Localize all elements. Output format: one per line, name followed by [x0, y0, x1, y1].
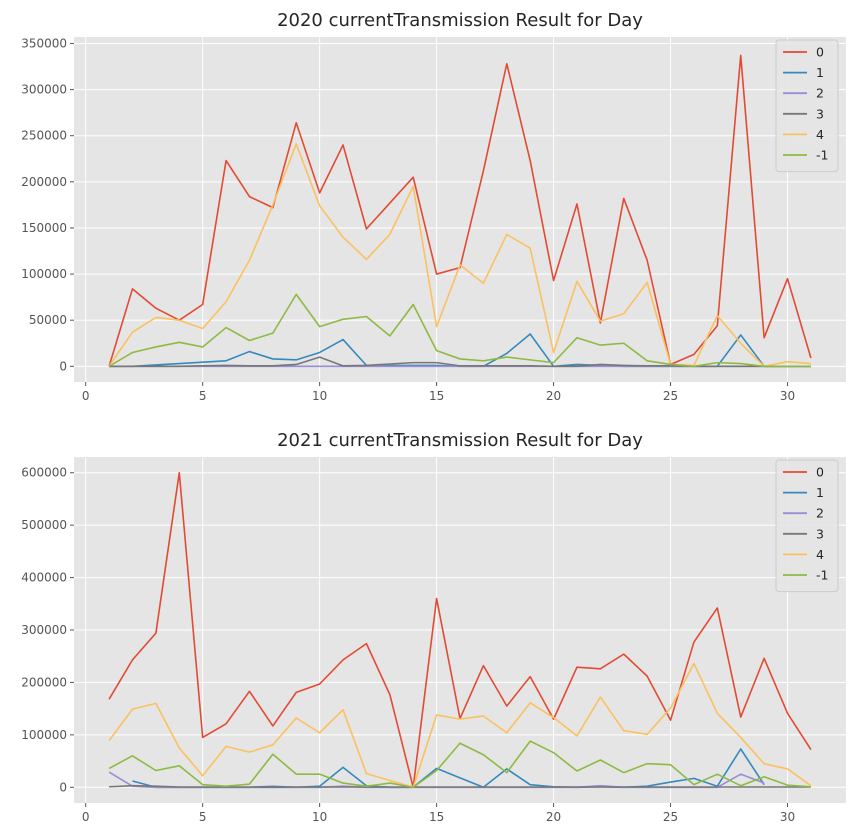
series-line-4: [108, 662, 812, 789]
y-tick-label: 50000: [29, 313, 67, 327]
y-tick-label: 250000: [21, 129, 67, 143]
y-tick-label: 500000: [21, 518, 67, 532]
legend: 0 1 2 3 4 -1: [775, 459, 839, 593]
chart-title: 2021 currentTransmission Result for Day: [277, 430, 643, 451]
legend-label-0: 0: [816, 45, 824, 60]
legend-label-3: 3: [816, 106, 824, 121]
y-tick-label: 0: [59, 359, 67, 373]
series-line-0: [108, 54, 812, 367]
x-tick-label: 15: [429, 810, 444, 824]
legend-label--1: -1: [816, 148, 828, 163]
series-line--1: [108, 293, 811, 368]
y-tick-label: 100000: [21, 267, 67, 281]
legend-label-0: 0: [816, 465, 824, 480]
legend-box: [775, 39, 839, 173]
series-line--1: [108, 740, 811, 789]
y-tick-label: 300000: [21, 83, 67, 97]
y-tick-label: 200000: [21, 675, 67, 689]
x-tick-label: 25: [663, 389, 678, 403]
x-tick-label: 15: [429, 389, 444, 403]
legend-label-4: 4: [816, 127, 824, 142]
chart-2020: 2020 currentTransmission Result for Day …: [21, 10, 846, 403]
x-tick-label: 20: [546, 810, 561, 824]
x-tick-label: 30: [780, 810, 795, 824]
y-tick-label: 100000: [21, 728, 67, 742]
y-tick-label: 600000: [21, 466, 67, 480]
x-tick-label: 10: [312, 810, 327, 824]
legend-label-2: 2: [816, 86, 824, 101]
legend-box: [775, 459, 839, 593]
y-tick-label: 200000: [21, 175, 67, 189]
y-tick-label: 0: [59, 780, 67, 794]
x-tick-label: 5: [199, 389, 207, 403]
x-tick-label: 10: [312, 389, 327, 403]
y-tick-label: 300000: [21, 623, 67, 637]
x-tick-label: 25: [663, 810, 678, 824]
series-line-4: [108, 143, 811, 368]
x-tick-label: 0: [82, 389, 90, 403]
legend: 0 1 2 3 4 -1: [775, 39, 839, 173]
chart-2021: 2021 currentTransmission Result for Day …: [21, 430, 846, 824]
x-tick-label: 30: [780, 389, 795, 403]
legend-label-2: 2: [816, 506, 824, 521]
legend-label--1: -1: [816, 568, 828, 583]
legend-label-1: 1: [816, 485, 824, 500]
legend-label-4: 4: [816, 547, 824, 562]
y-tick-label: 150000: [21, 221, 67, 235]
legend-label-1: 1: [816, 65, 824, 80]
x-tick-label: 5: [199, 810, 207, 824]
legend-label-3: 3: [816, 526, 824, 541]
y-tick-label: 400000: [21, 571, 67, 585]
y-tick-label: 350000: [21, 36, 67, 50]
x-tick-label: 0: [82, 810, 90, 824]
chart-title: 2020 currentTransmission Result for Day: [277, 10, 643, 31]
x-tick-label: 20: [546, 389, 561, 403]
